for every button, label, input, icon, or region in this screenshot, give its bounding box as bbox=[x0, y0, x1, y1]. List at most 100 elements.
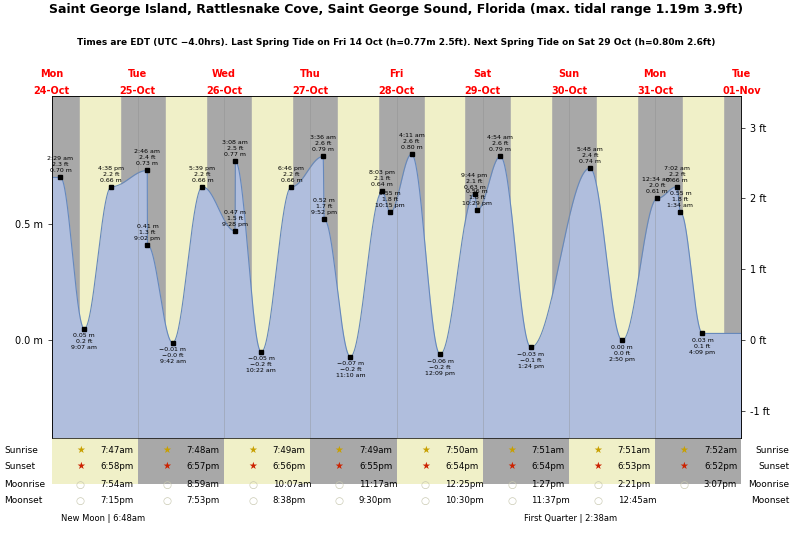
Text: ★: ★ bbox=[508, 461, 516, 472]
Text: 3:36 am
2.6 ft
0.79 m: 3:36 am 2.6 ft 0.79 m bbox=[310, 135, 336, 153]
Text: First Quarter | 2:38am: First Quarter | 2:38am bbox=[524, 514, 618, 523]
Text: 7:52am: 7:52am bbox=[704, 446, 737, 455]
Text: 6:53pm: 6:53pm bbox=[618, 462, 651, 471]
Text: 2:29 am
2.3 ft
0.70 m: 2:29 am 2.3 ft 0.70 m bbox=[48, 156, 74, 173]
Text: 0.41 m
1.3 ft
9:02 pm: 0.41 m 1.3 ft 9:02 pm bbox=[135, 224, 160, 241]
Text: 7:49am: 7:49am bbox=[359, 446, 392, 455]
Text: ★: ★ bbox=[248, 445, 257, 455]
Text: 7:49am: 7:49am bbox=[273, 446, 305, 455]
Text: Sunrise: Sunrise bbox=[755, 446, 789, 455]
Text: 3:08 am
2.5 ft
0.77 m: 3:08 am 2.5 ft 0.77 m bbox=[222, 140, 248, 157]
Text: ○: ○ bbox=[335, 480, 343, 489]
Text: 6:55pm: 6:55pm bbox=[359, 462, 393, 471]
Text: ○: ○ bbox=[507, 496, 516, 506]
Text: 6:54pm: 6:54pm bbox=[531, 462, 565, 471]
Text: 6:56pm: 6:56pm bbox=[273, 462, 306, 471]
Text: 0.55 m
1.8 ft
1:34 am: 0.55 m 1.8 ft 1:34 am bbox=[668, 191, 694, 208]
Text: ★: ★ bbox=[593, 461, 602, 472]
Text: ○: ○ bbox=[335, 496, 343, 506]
Text: 6:57pm: 6:57pm bbox=[186, 462, 220, 471]
Bar bbox=[597, 96, 637, 438]
Text: 2:21pm: 2:21pm bbox=[618, 480, 651, 489]
Text: 12:25pm: 12:25pm bbox=[445, 480, 484, 489]
Text: 31-Oct: 31-Oct bbox=[637, 86, 673, 96]
Text: 6:58pm: 6:58pm bbox=[100, 462, 133, 471]
Text: −0.03 m
−0.1 ft
1:24 pm: −0.03 m −0.1 ft 1:24 pm bbox=[517, 351, 545, 369]
Text: 11:17am: 11:17am bbox=[359, 480, 397, 489]
Text: 0.55 m
1.8 ft
10:15 pm: 0.55 m 1.8 ft 10:15 pm bbox=[375, 191, 405, 208]
Text: Wed: Wed bbox=[212, 69, 236, 79]
Bar bbox=[483, 438, 569, 483]
Text: ○: ○ bbox=[593, 480, 603, 489]
Text: 26-Oct: 26-Oct bbox=[206, 86, 242, 96]
Text: ★: ★ bbox=[248, 461, 257, 472]
Text: 8:38pm: 8:38pm bbox=[273, 496, 306, 505]
Text: Moonset: Moonset bbox=[751, 496, 789, 505]
Text: 28-Oct: 28-Oct bbox=[378, 86, 415, 96]
Text: Moonrise: Moonrise bbox=[748, 480, 789, 489]
Text: ★: ★ bbox=[421, 445, 430, 455]
Text: −0.05 m
−0.2 ft
10:22 am: −0.05 m −0.2 ft 10:22 am bbox=[247, 356, 276, 373]
Text: 7:54am: 7:54am bbox=[100, 480, 133, 489]
Text: ★: ★ bbox=[163, 445, 171, 455]
Text: 01-Nov: 01-Nov bbox=[722, 86, 760, 96]
Text: ★: ★ bbox=[76, 461, 85, 472]
Text: ★: ★ bbox=[508, 445, 516, 455]
Text: 6:54pm: 6:54pm bbox=[445, 462, 478, 471]
Text: 1:27pm: 1:27pm bbox=[531, 480, 565, 489]
Text: 8:03 pm
2.1 ft
0.64 m: 8:03 pm 2.1 ft 0.64 m bbox=[370, 170, 395, 187]
Text: ○: ○ bbox=[593, 496, 603, 506]
Text: 7:02 am
2.2 ft
0.66 m: 7:02 am 2.2 ft 0.66 m bbox=[664, 165, 690, 183]
Text: 0.56 m
1.8 ft
10:29 pm: 0.56 m 1.8 ft 10:29 pm bbox=[462, 189, 492, 206]
Bar bbox=[424, 96, 465, 438]
Text: 0.05 m
0.2 ft
9:07 am: 0.05 m 0.2 ft 9:07 am bbox=[71, 333, 98, 350]
Text: ○: ○ bbox=[680, 480, 688, 489]
Text: ★: ★ bbox=[335, 461, 343, 472]
Text: 9:44 pm
2.1 ft
0.63 m: 9:44 pm 2.1 ft 0.63 m bbox=[462, 172, 488, 190]
Text: 10:07am: 10:07am bbox=[273, 480, 311, 489]
Text: ★: ★ bbox=[163, 461, 171, 472]
Text: 7:50am: 7:50am bbox=[445, 446, 478, 455]
Text: ★: ★ bbox=[335, 445, 343, 455]
Text: ★: ★ bbox=[680, 445, 688, 455]
Text: ○: ○ bbox=[421, 496, 430, 506]
Text: 7:15pm: 7:15pm bbox=[100, 496, 133, 505]
Bar bbox=[655, 438, 741, 483]
Text: 24-Oct: 24-Oct bbox=[33, 86, 70, 96]
Text: 4:38 pm
2.2 ft
0.66 m: 4:38 pm 2.2 ft 0.66 m bbox=[98, 165, 125, 183]
Text: Times are EDT (UTC −4.0hrs). Last Spring Tide on Fri 14 Oct (h=0.77m 2.5ft). Nex: Times are EDT (UTC −4.0hrs). Last Spring… bbox=[77, 38, 716, 47]
Text: 7:53pm: 7:53pm bbox=[186, 496, 220, 505]
Text: 0.03 m
0.1 ft
4:09 pm: 0.03 m 0.1 ft 4:09 pm bbox=[689, 337, 715, 355]
Text: 0.00 m
0.0 ft
2:50 pm: 0.00 m 0.0 ft 2:50 pm bbox=[609, 344, 635, 362]
Bar bbox=[52, 438, 138, 483]
Bar bbox=[252, 96, 292, 438]
Bar bbox=[684, 96, 723, 438]
Text: 3:07pm: 3:07pm bbox=[704, 480, 737, 489]
Bar bbox=[166, 96, 206, 438]
Text: 29-Oct: 29-Oct bbox=[465, 86, 501, 96]
Text: 25-Oct: 25-Oct bbox=[120, 86, 156, 96]
Text: −0.07 m
−0.2 ft
11:10 am: −0.07 m −0.2 ft 11:10 am bbox=[335, 361, 366, 378]
Text: Sat: Sat bbox=[473, 69, 492, 79]
Text: Mon: Mon bbox=[40, 69, 63, 79]
Bar bbox=[310, 438, 396, 483]
Text: ○: ○ bbox=[162, 480, 171, 489]
Text: Saint George Island, Rattlesnake Cove, Saint George Sound, Florida (max. tidal r: Saint George Island, Rattlesnake Cove, S… bbox=[49, 3, 744, 16]
Text: ○: ○ bbox=[248, 480, 258, 489]
Text: 7:51am: 7:51am bbox=[618, 446, 650, 455]
Text: ○: ○ bbox=[76, 480, 85, 489]
Bar bbox=[569, 438, 655, 483]
Bar bbox=[339, 96, 378, 438]
Text: 2:46 am
2.4 ft
0.73 m: 2:46 am 2.4 ft 0.73 m bbox=[134, 149, 160, 166]
Bar bbox=[511, 96, 550, 438]
Text: 7:47am: 7:47am bbox=[100, 446, 133, 455]
Text: 5:48 am
2.4 ft
0.74 m: 5:48 am 2.4 ft 0.74 m bbox=[577, 147, 603, 164]
Text: Sunset: Sunset bbox=[4, 462, 35, 471]
Text: ★: ★ bbox=[76, 445, 85, 455]
Text: 7:48am: 7:48am bbox=[186, 446, 220, 455]
Text: ○: ○ bbox=[507, 480, 516, 489]
Text: 0.47 m
1.5 ft
9:28 pm: 0.47 m 1.5 ft 9:28 pm bbox=[222, 210, 248, 227]
Text: 27-Oct: 27-Oct bbox=[292, 86, 328, 96]
Text: Sunset: Sunset bbox=[758, 462, 789, 471]
Text: Tue: Tue bbox=[128, 69, 147, 79]
